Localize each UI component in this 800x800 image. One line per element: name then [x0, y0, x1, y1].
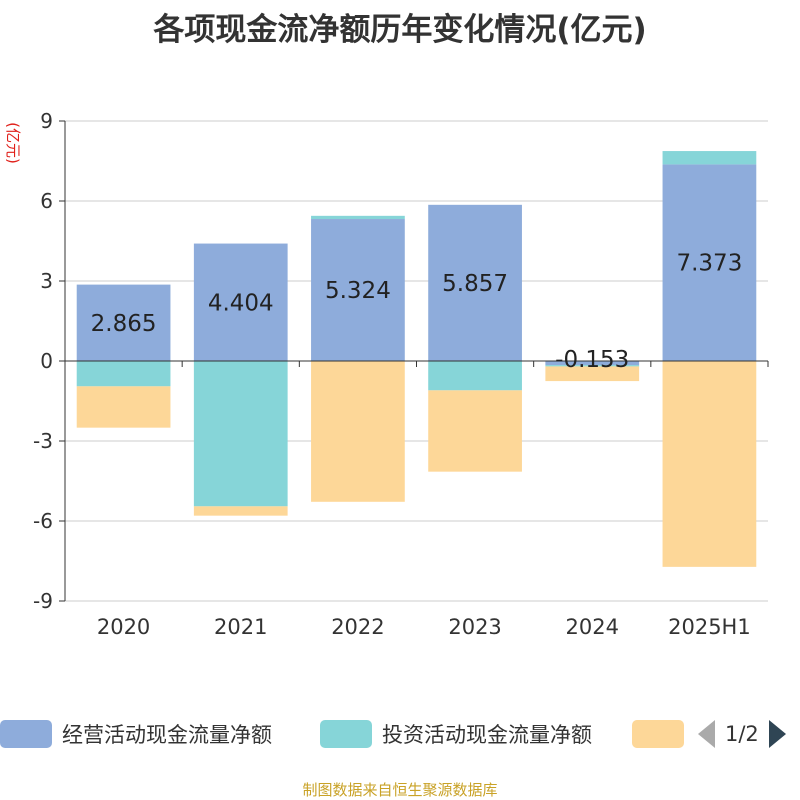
legend-swatch-financing [632, 720, 684, 748]
y-tick-label: 9 [40, 109, 53, 133]
x-tick-label: 2024 [566, 615, 619, 639]
legend-label-investing: 投资活动现金流量净额 [382, 723, 592, 747]
bar-2021-series-1 [193, 361, 288, 507]
bar-2024-series-2 [545, 366, 640, 382]
bars [76, 151, 757, 567]
bar-2020-series-0 [76, 284, 171, 361]
data-label: 5.324 [325, 278, 391, 304]
y-tick-label: -3 [33, 429, 53, 453]
gridlines [65, 120, 768, 602]
legend-label-operating: 经营活动现金流量净额 [62, 723, 272, 747]
legend-prev-page-icon[interactable] [698, 720, 715, 748]
x-tick-label: 2021 [214, 615, 267, 639]
y-tick-label: -9 [33, 589, 53, 613]
y-tick-label: 6 [40, 189, 53, 213]
bar-2020-series-1 [76, 361, 171, 387]
bar-2024-series-1 [545, 365, 640, 367]
bar-2022-series-1 [311, 215, 405, 220]
y-axis-title: (亿元) [4, 122, 22, 164]
data-label: 7.373 [676, 251, 742, 277]
data-labels: 2.865 4.404 5.324 5.857 -0.153 7.373 [91, 251, 743, 373]
bar-2022-series-2 [311, 361, 405, 502]
bar-chart: 9 6 3 0 -3 -6 -9 (亿元) 2020 2021 2022 2023 2024 2025H1… [4, 109, 769, 639]
legend-item-investing[interactable]: 投资活动现金流量净额 [320, 716, 592, 752]
bar-2023-series-2 [428, 390, 522, 472]
bar-2025H1-series-0 [662, 164, 757, 361]
x-tick-label: 2025H1 [668, 615, 751, 639]
axes: 9 6 3 0 -3 -6 -9 (亿元) 2020 2021 2022 2023 2024 2025H1 [4, 109, 769, 639]
data-source: 制图数据来自恒生聚源数据库 [302, 781, 498, 799]
data-label: 5.857 [442, 271, 508, 297]
y-tick-label: 3 [40, 269, 53, 293]
bar-2023-series-1 [428, 361, 522, 391]
chart-title: 各项现金流净额历年变化情况(亿元) [153, 12, 647, 48]
x-tick-label: 2020 [97, 615, 150, 639]
data-label: 4.404 [208, 290, 274, 316]
bar-2022-series-0 [311, 219, 405, 361]
legend-swatch-operating [0, 720, 52, 748]
y-tick-label: -6 [33, 509, 53, 533]
legend-page-indicator: 1/2 [725, 722, 759, 746]
legend-item-financing[interactable] [632, 716, 684, 752]
bar-2025H1-series-1 [662, 151, 757, 165]
bar-2021-series-0 [193, 243, 288, 361]
bar-2020-series-2 [76, 386, 171, 428]
data-label: 2.865 [91, 311, 157, 337]
bar-2023-series-0 [428, 204, 522, 361]
legend-item-operating[interactable]: 经营活动现金流量净额 [0, 716, 272, 752]
x-tick-label: 2022 [331, 615, 384, 639]
bar-2024-series-0 [545, 361, 640, 366]
legend-swatch-investing [320, 720, 372, 748]
legend-next-page-icon[interactable] [768, 720, 786, 748]
bar-2025H1-series-2 [662, 361, 757, 567]
bar-2021-series-2 [193, 506, 288, 516]
y-tick-label: 0 [40, 349, 53, 373]
data-label: -0.153 [555, 347, 629, 373]
x-tick-label: 2023 [448, 615, 501, 639]
legend-pager: 1/2 [698, 716, 786, 752]
